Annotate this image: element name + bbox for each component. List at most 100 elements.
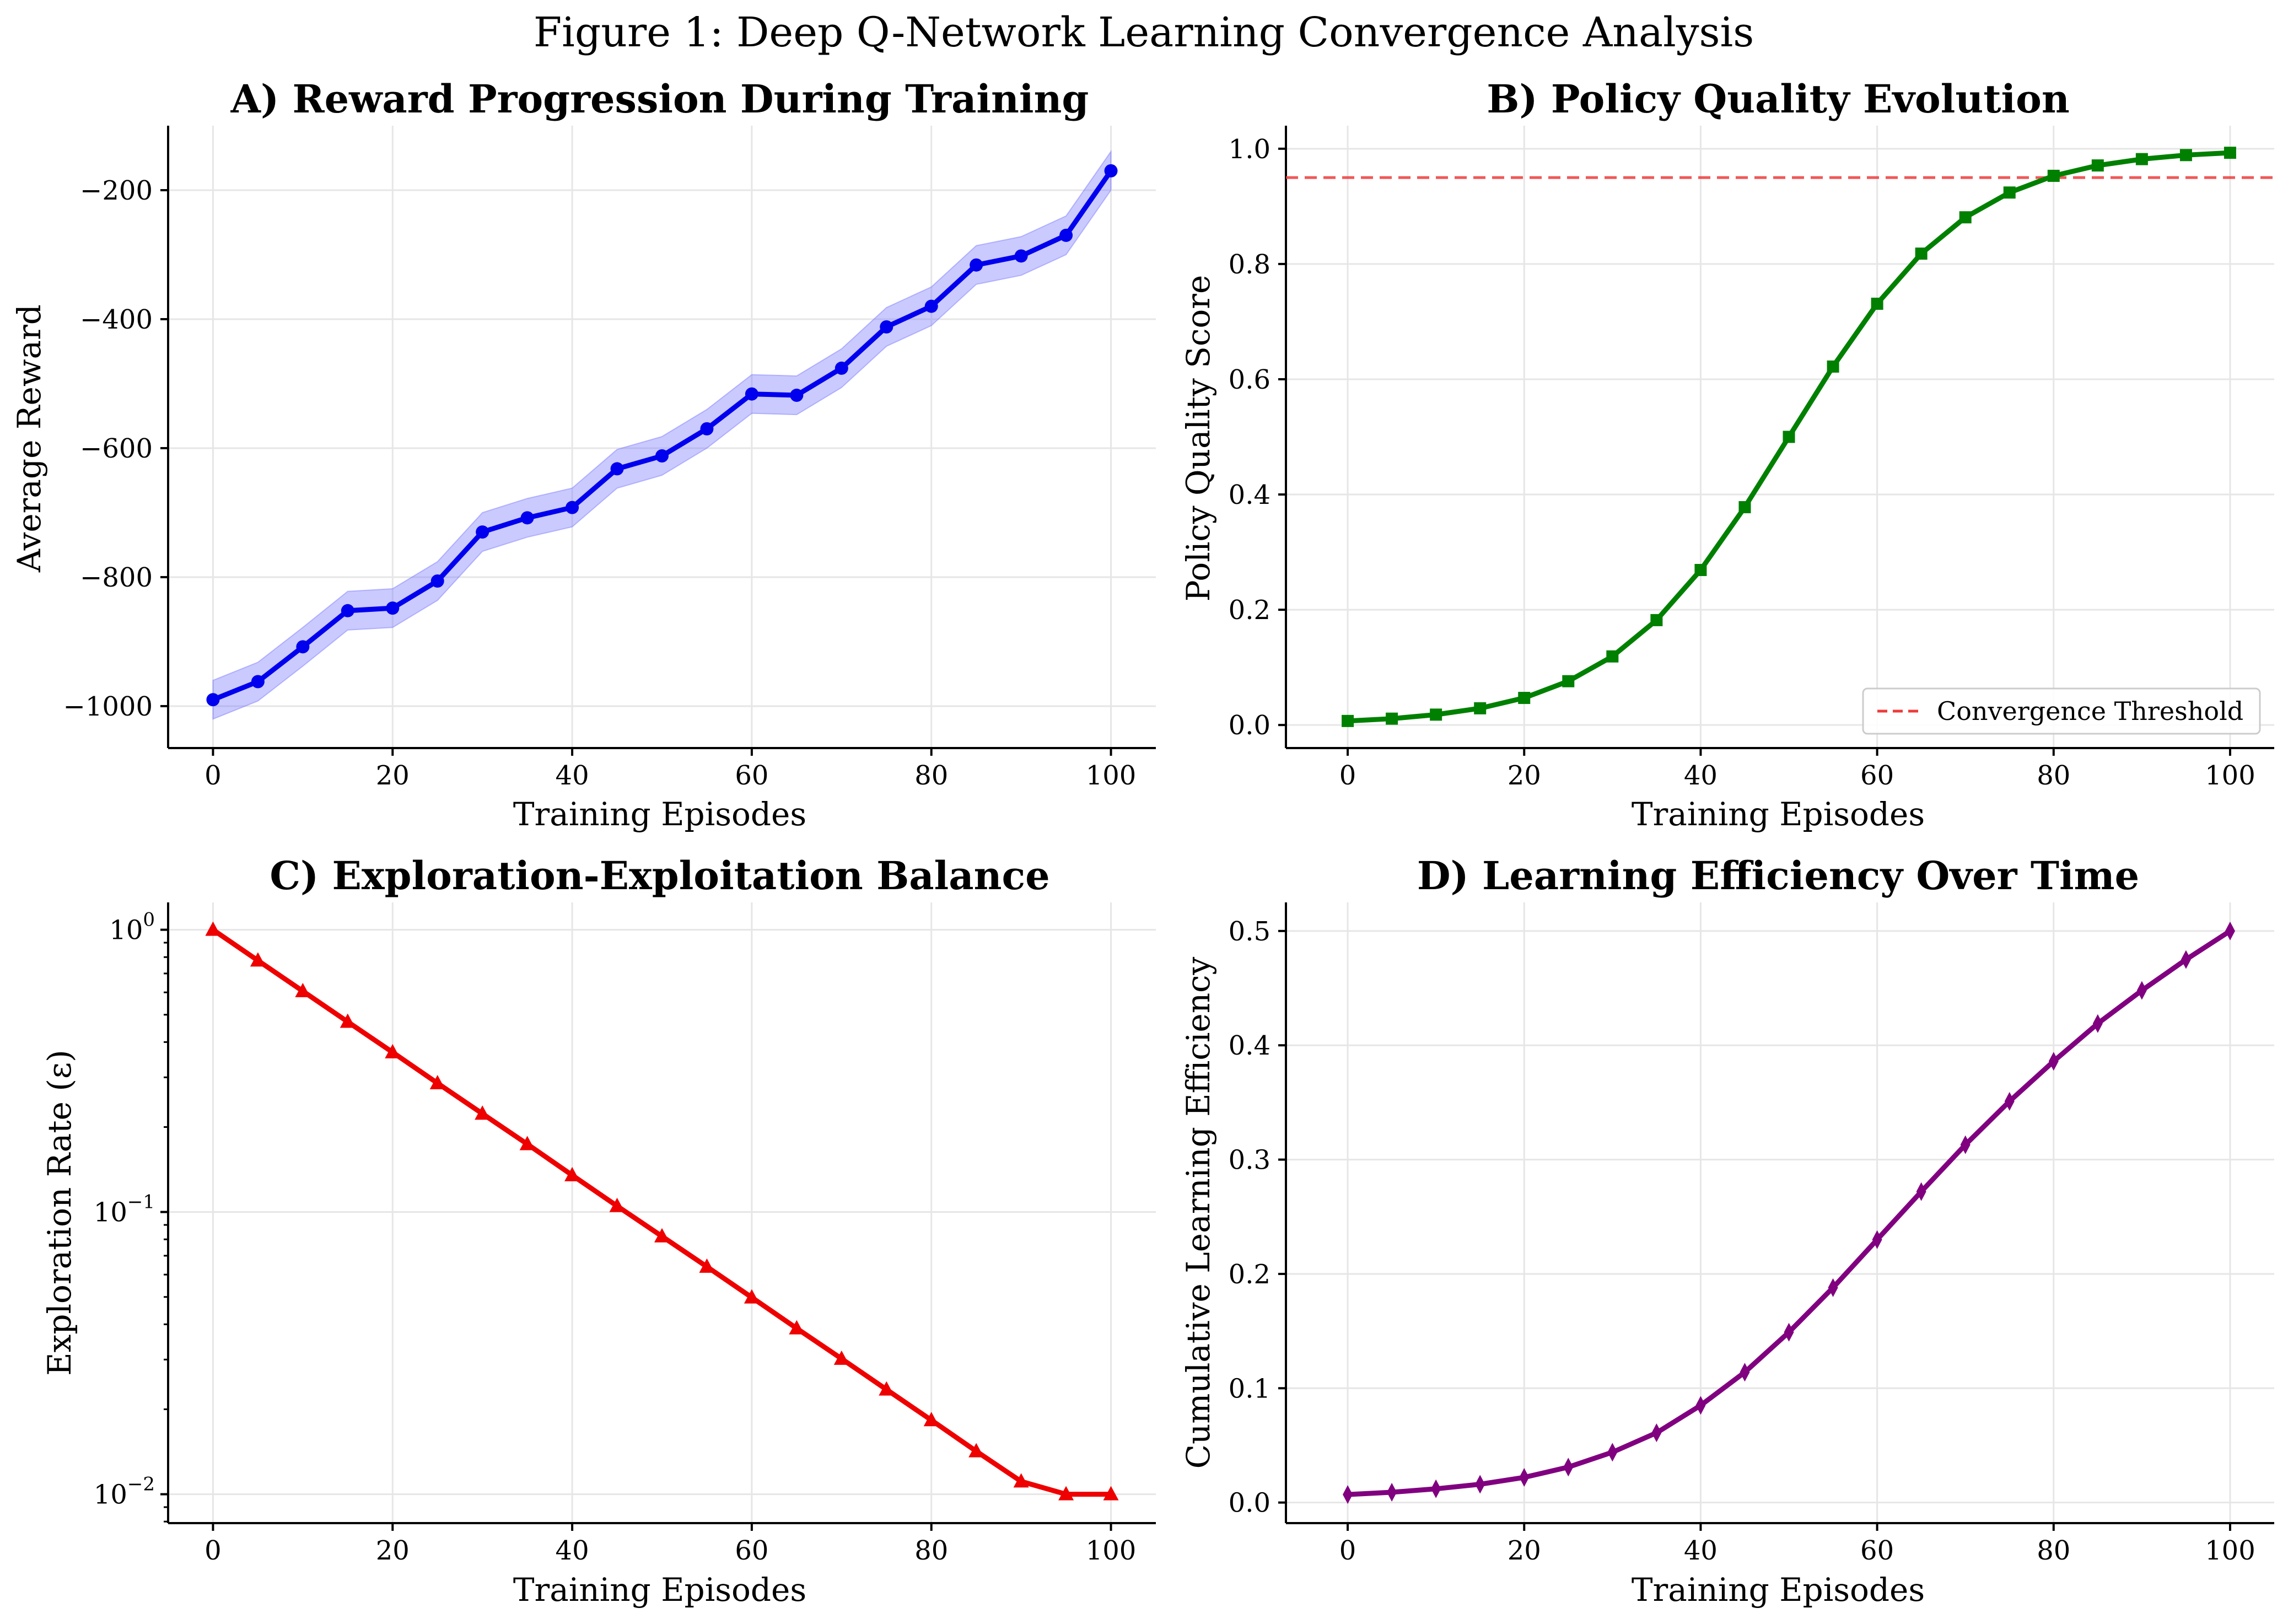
data-point bbox=[1915, 248, 1928, 260]
x-tick-label: 100 bbox=[2205, 1535, 2255, 1566]
y-tick-label: 0.0 bbox=[1229, 710, 1270, 741]
data-point bbox=[1695, 1396, 1706, 1415]
data-point bbox=[1738, 501, 1751, 514]
panel-b-plot: 0 20 40 60 80 100 0.0 0.2 0.4 0.6 0.8 1.0 Convergenc… bbox=[1229, 126, 2274, 791]
legend-label: Convergence Threshold bbox=[1937, 696, 2243, 726]
panel-b: B) Policy Quality Evolution 0 20 40 60 80 100… bbox=[1180, 76, 2274, 833]
data-point bbox=[879, 1381, 895, 1396]
data-point bbox=[205, 921, 221, 936]
data-point bbox=[1871, 298, 1883, 310]
x-tick-label: 20 bbox=[376, 760, 410, 791]
data-point bbox=[1058, 1486, 1074, 1501]
confidence-band bbox=[212, 149, 1112, 720]
panel-c-xlabel: Training Episodes bbox=[513, 1571, 806, 1609]
data-point bbox=[1474, 702, 1487, 714]
x-tick-label: 20 bbox=[1508, 1535, 1541, 1566]
data-point bbox=[1059, 228, 1073, 242]
x-tick-label: 100 bbox=[2205, 760, 2255, 791]
data-point bbox=[2179, 149, 2192, 162]
x-tick-label: 40 bbox=[1684, 1535, 1718, 1566]
data-point bbox=[1387, 1483, 1397, 1502]
panel-a-plot: 0 20 40 60 80 100 −1000 −800 −600 −400 −200 bbox=[63, 126, 1156, 791]
panel-b-ylabel: Policy Quality Score bbox=[1180, 275, 1217, 602]
data-point bbox=[745, 387, 758, 401]
data-point bbox=[1475, 1475, 1485, 1494]
data-point bbox=[1518, 692, 1531, 705]
data-point bbox=[296, 640, 310, 654]
data-point bbox=[206, 693, 220, 707]
data-point bbox=[2136, 981, 2147, 1000]
panel-c: C) Exploration-Exploitation Balance 0 20 4… bbox=[41, 853, 1156, 1609]
data-point bbox=[1872, 1230, 1882, 1249]
data-point bbox=[1959, 211, 1972, 224]
data-point bbox=[1784, 1322, 1794, 1342]
data-point bbox=[833, 1350, 849, 1365]
data-point bbox=[1783, 431, 1795, 443]
panel-a-title: A) Reward Progression During Training bbox=[230, 76, 1089, 122]
y-tick-label: 10−1 bbox=[94, 1191, 155, 1228]
data-point bbox=[880, 320, 893, 334]
data-point bbox=[1563, 1458, 1574, 1477]
data-point bbox=[1916, 1182, 1926, 1201]
panel-c-plot: 0 20 40 60 80 100 10−2 10−1 100 bbox=[94, 902, 1156, 1566]
data-point bbox=[1342, 714, 1354, 727]
data-point bbox=[1519, 1468, 1530, 1487]
x-tick-label: 0 bbox=[1339, 1535, 1356, 1566]
panel-d-xlabel: Training Episodes bbox=[1632, 1571, 1925, 1609]
x-tick-label: 60 bbox=[1860, 760, 1894, 791]
y-tick-label: 0.4 bbox=[1229, 1030, 1270, 1061]
panel-b-xlabel: Training Episodes bbox=[1632, 795, 1925, 833]
data-point bbox=[1606, 650, 1619, 663]
data-point bbox=[924, 299, 938, 313]
data-point bbox=[251, 675, 265, 689]
panel-d-title: D) Learning Efficiency Over Time bbox=[1417, 853, 2139, 899]
x-tick-label: 80 bbox=[2037, 1535, 2070, 1566]
panel-d: D) Learning Efficiency Over Time 0 20 40 60… bbox=[1180, 853, 2274, 1609]
x-tick-label: 20 bbox=[376, 1535, 410, 1566]
data-point bbox=[2225, 921, 2235, 940]
data-point bbox=[2091, 159, 2104, 172]
data-point bbox=[699, 1258, 715, 1273]
data-point bbox=[566, 501, 579, 514]
data-point bbox=[2092, 1014, 2103, 1033]
data-point bbox=[1014, 249, 1028, 263]
data-point bbox=[1650, 614, 1663, 626]
y-tick-label: −1000 bbox=[63, 691, 153, 722]
data-point bbox=[250, 952, 266, 967]
x-tick-label: 100 bbox=[1086, 760, 1137, 791]
data-point bbox=[923, 1412, 939, 1427]
data-point bbox=[1343, 1485, 1353, 1504]
x-tick-label: 0 bbox=[204, 760, 222, 791]
data-point bbox=[1013, 1473, 1029, 1488]
data-point bbox=[1827, 360, 1839, 373]
y-tick-label: −200 bbox=[80, 175, 153, 206]
x-tick-label: 0 bbox=[1339, 760, 1356, 791]
data-point bbox=[2048, 1052, 2059, 1071]
y-tick-label: 10−2 bbox=[94, 1474, 155, 1510]
x-tick-label: 80 bbox=[2037, 760, 2070, 791]
y-tick-label: −400 bbox=[80, 304, 153, 335]
x-tick-label: 60 bbox=[735, 1535, 768, 1566]
data-point bbox=[476, 525, 489, 539]
data-point bbox=[341, 604, 354, 617]
panel-a-xlabel: Training Episodes bbox=[513, 795, 806, 833]
y-tick-label: 0.8 bbox=[1229, 249, 1270, 280]
data-point bbox=[1430, 708, 1442, 721]
x-tick-label: 0 bbox=[204, 1535, 222, 1566]
x-tick-label: 100 bbox=[1086, 1535, 1137, 1566]
data-point bbox=[2224, 147, 2236, 159]
y-tick-label: 1.0 bbox=[1229, 134, 1270, 165]
data-point bbox=[1104, 164, 1118, 178]
data-point bbox=[1386, 712, 1398, 725]
data-point bbox=[655, 449, 669, 463]
data-point bbox=[2004, 1091, 2015, 1111]
figure-title: Figure 1: Deep Q-Network Learning Conver… bbox=[534, 9, 1754, 56]
legend: Convergence Threshold bbox=[1862, 687, 2261, 735]
data-point bbox=[790, 389, 804, 402]
data-point bbox=[340, 1013, 356, 1028]
data-point bbox=[386, 601, 400, 615]
data-point bbox=[1651, 1423, 1662, 1443]
panel-a-ylabel: Average Reward bbox=[10, 304, 48, 573]
data-point bbox=[1740, 1363, 1750, 1382]
panel-c-ylabel: Exploration Rate (ε) bbox=[41, 1050, 78, 1375]
